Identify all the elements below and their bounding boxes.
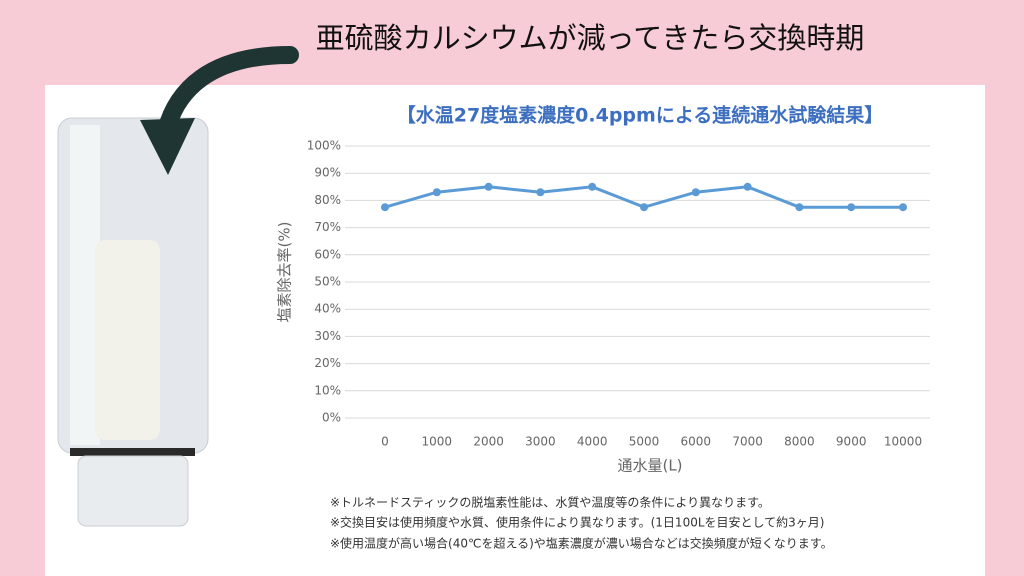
data-point xyxy=(588,182,597,191)
x-tick-label: 8000 xyxy=(784,435,815,449)
data-point xyxy=(536,188,545,197)
x-axis-label: 通水量(L) xyxy=(617,457,682,475)
x-tick-label: 0 xyxy=(381,435,389,449)
y-tick-label: 100% xyxy=(307,139,341,153)
chart-title: 【水温27度塩素濃度0.4ppmによる連続通水試験結果】 xyxy=(397,104,884,127)
y-tick-label: 60% xyxy=(314,247,341,261)
x-tick-label: 9000 xyxy=(836,435,867,449)
y-tick-label: 10% xyxy=(314,383,341,397)
data-point xyxy=(743,182,752,191)
x-tick-label: 7000 xyxy=(732,435,763,449)
arrow-head xyxy=(140,118,195,175)
note: ※使用温度が高い場合(40℃を超える)や塩素濃度が濃い場合などは交換頻度が短くな… xyxy=(330,536,833,551)
y-tick-label: 30% xyxy=(314,329,341,343)
y-tick-label: 50% xyxy=(314,275,341,289)
x-tick-label: 10000 xyxy=(884,435,922,449)
data-point xyxy=(847,203,856,212)
note: ※トルネードスティックの脱塩素性能は、水質や温度等の条件により異なります。 xyxy=(330,495,770,510)
x-tick-label: 6000 xyxy=(681,435,712,449)
data-point xyxy=(899,203,907,212)
x-tick-label: 4000 xyxy=(577,435,608,449)
data-point xyxy=(432,188,441,197)
note: ※交換目安は使用頻度や水質、使用条件により異なります。(1日100Lを目安として… xyxy=(330,515,824,530)
filter-image xyxy=(57,117,209,527)
data-point xyxy=(691,188,700,197)
y-tick-label: 0% xyxy=(322,411,341,425)
data-point xyxy=(381,203,389,212)
x-tick-label: 1000 xyxy=(422,435,453,449)
y-tick-label: 70% xyxy=(314,220,341,234)
x-tick-label: 3000 xyxy=(525,435,556,449)
data-point xyxy=(795,203,804,212)
y-axis-label: 塩素除去率(%) xyxy=(276,222,294,323)
y-tick-label: 20% xyxy=(314,356,341,370)
y-tick-label: 90% xyxy=(314,166,341,180)
x-tick-label: 5000 xyxy=(629,435,660,449)
data-point xyxy=(640,203,648,212)
y-tick-label: 80% xyxy=(314,193,341,207)
caption: 亜硫酸カルシウムが減ってきたら交換時期 xyxy=(316,21,865,55)
y-tick-label: 40% xyxy=(314,302,341,316)
data-point xyxy=(484,182,493,191)
x-tick-label: 2000 xyxy=(473,435,504,449)
